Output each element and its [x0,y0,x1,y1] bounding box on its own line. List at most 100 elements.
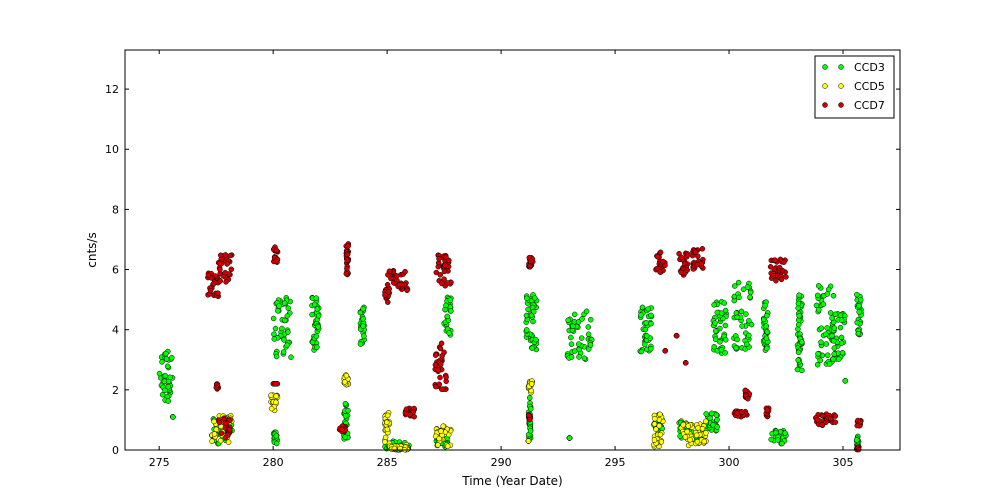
data-point-ccd7 [435,263,442,270]
data-point-ccd7 [657,249,664,256]
data-point-ccd7 [222,252,229,258]
data-point-ccd3 [284,342,290,348]
data-point-ccd5 [656,423,663,429]
data-point-ccd3 [830,338,837,344]
data-point-ccd3 [169,354,175,361]
y-tick-label: 6 [112,264,119,277]
data-point-ccd3 [529,345,535,351]
data-point-ccd3 [782,430,788,436]
data-point-ccd3 [360,323,366,329]
data-point-ccd7 [778,276,785,283]
data-point-ccd3 [159,391,166,398]
data-point-ccd7 [699,246,706,252]
data-point-ccd7 [444,280,451,286]
data-point-ccd3 [795,321,802,328]
data-point-ccd3 [275,308,281,314]
data-point-ccd3 [583,308,590,315]
data-point-ccd7 [682,260,688,267]
data-point-ccd3 [721,300,728,306]
data-point-ccd7 [435,366,441,373]
data-point-ccd3 [585,324,592,330]
data-point-ccd3 [773,429,779,436]
data-point-ccd3 [345,407,351,414]
x-tick-label: 285 [377,456,398,469]
data-point-ccd5 [687,437,693,443]
data-point-ccd3 [740,286,747,293]
data-point-ccd3 [285,329,291,335]
data-point-ccd3 [853,437,860,443]
data-point-ccd3 [525,306,531,313]
data-point-ccd7 [739,409,745,415]
data-point-ccd3 [722,322,729,329]
data-point-ccd7 [224,432,231,438]
data-point-ccd5 [268,405,275,412]
data-point-ccd3 [645,306,651,312]
data-point-ccd3 [587,316,594,323]
data-point-ccd3 [836,356,842,362]
data-point-ccd7 [222,420,228,427]
data-point-ccd5 [651,437,658,443]
data-point-ccd5 [209,438,215,444]
data-point-ccd5 [440,423,446,429]
data-point-ccd3 [829,315,835,321]
data-point-ccd3 [799,367,805,374]
data-point-ccd5 [268,392,274,399]
data-point-ccd3 [271,336,278,342]
data-point-ccd7 [432,352,439,358]
data-point-ccd3 [717,339,723,345]
data-point-ccd3 [587,342,594,348]
data-point-ccd3 [795,300,802,307]
data-point-ccd3 [443,302,449,309]
data-point-ccd7 [827,415,834,422]
data-point-ccd3 [711,344,717,350]
data-point-ccd3 [280,349,287,355]
data-point-ccd5 [435,442,441,448]
data-point-ccd7 [528,258,534,265]
data-point-ccd3 [814,292,821,299]
data-point-ccd7 [338,426,345,433]
data-point-ccd5 [225,439,232,445]
ticks-layer: 275 280 285 290 295 300 305 0 2 4 6 8 10 12 [105,50,900,469]
data-point-ccd7 [779,267,786,274]
legend-marker-ccd7 [838,102,844,108]
data-point-ccd3 [530,318,536,325]
data-point-ccd7 [678,269,684,276]
legend-box [814,55,895,119]
data-point-ccd5 [342,379,348,385]
data-point-ccd7 [216,260,223,267]
data-point-ccd7 [443,254,449,260]
data-point-ccd7 [438,340,445,347]
data-point-ccd3 [824,325,830,331]
data-point-ccd3 [734,314,740,321]
legend-label-ccd7: CCD7 [854,99,885,112]
data-point-ccd3 [824,352,831,358]
data-point-ccd3 [565,317,571,324]
data-point-ccd3 [571,348,578,354]
data-point-ccd3 [744,341,750,348]
data-point-ccd3 [163,356,170,362]
data-point-ccd3 [746,332,752,339]
data-point-ccd3 [855,330,862,337]
series-ccd5 [209,372,709,453]
data-point-ccd3 [722,307,729,314]
data-point-ccd3 [156,370,163,377]
data-point-ccd3 [711,302,717,308]
x-axis-label: Time (Year Date) [461,474,562,488]
data-point-ccd3 [764,329,770,335]
data-point-ccd3 [533,336,539,343]
data-point-ccd3 [762,302,768,309]
data-point-ccd3 [342,413,349,419]
data-point-ccd7 [432,362,439,368]
data-point-ccd7 [344,251,350,258]
data-point-ccd3 [831,351,837,357]
data-point-ccd5 [273,399,279,406]
data-point-ccd7 [438,386,445,392]
data-point-ccd3 [162,387,168,394]
data-point-ccd3 [579,316,585,322]
data-point-ccd3 [638,312,644,318]
data-point-ccd3 [815,283,822,289]
legend-marker-ccd3 [838,64,844,70]
data-point-ccd7 [819,412,826,419]
data-point-ccd3 [272,325,279,332]
